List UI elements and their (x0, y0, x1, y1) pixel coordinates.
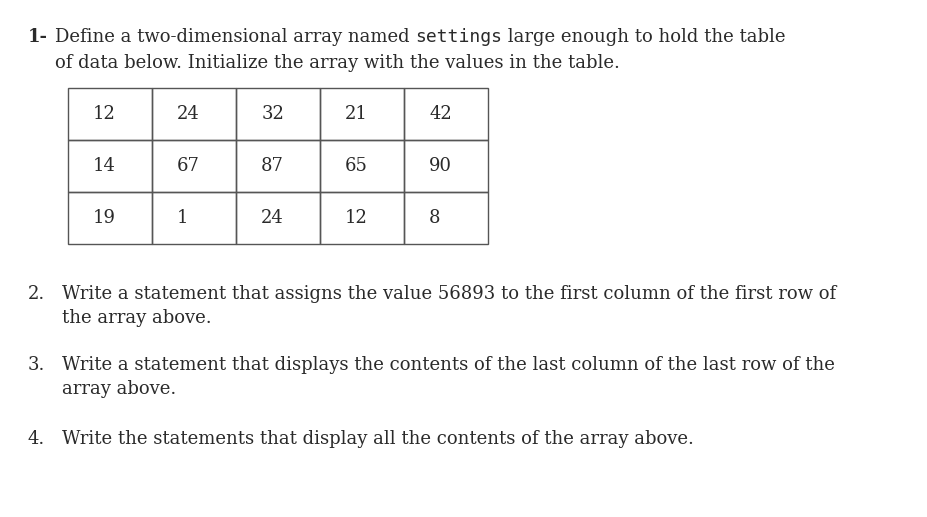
Text: 14: 14 (94, 157, 116, 175)
Text: 42: 42 (429, 105, 452, 123)
Bar (236, 88, 320, 140)
Text: 8: 8 (429, 209, 440, 227)
Text: large enough to hold the table: large enough to hold the table (502, 28, 786, 46)
Bar (68, 140, 152, 192)
Text: 65: 65 (345, 157, 368, 175)
Text: of data below. Initialize the array with the values in the table.: of data below. Initialize the array with… (55, 54, 620, 72)
Text: 12: 12 (94, 105, 116, 123)
Text: 87: 87 (261, 157, 284, 175)
Bar (152, 88, 236, 140)
Bar (320, 192, 404, 244)
Text: 2.: 2. (28, 285, 45, 303)
Text: 1-: 1- (28, 28, 48, 46)
Bar (236, 140, 320, 192)
Bar (320, 88, 404, 140)
Text: 21: 21 (345, 105, 368, 123)
Text: the array above.: the array above. (62, 309, 211, 327)
Bar (404, 140, 488, 192)
Bar (320, 140, 404, 192)
Text: 1: 1 (177, 209, 189, 227)
Bar (236, 192, 320, 244)
Text: 90: 90 (429, 157, 452, 175)
Text: 12: 12 (345, 209, 368, 227)
Bar (404, 192, 488, 244)
Text: 67: 67 (177, 157, 200, 175)
Text: 24: 24 (261, 209, 284, 227)
Text: Define a two-dimensional array named: Define a two-dimensional array named (55, 28, 415, 46)
Text: 32: 32 (261, 105, 284, 123)
Bar (68, 192, 152, 244)
Text: 24: 24 (177, 105, 200, 123)
Text: 4.: 4. (28, 430, 45, 448)
Text: 19: 19 (94, 209, 116, 227)
Text: Write a statement that assigns the value 56893 to the first column of the first : Write a statement that assigns the value… (62, 285, 836, 303)
Bar (152, 192, 236, 244)
Bar (152, 140, 236, 192)
Text: Write the statements that display all the contents of the array above.: Write the statements that display all th… (62, 430, 694, 448)
Text: array above.: array above. (62, 380, 176, 398)
Text: 3.: 3. (28, 356, 45, 374)
Text: Write a statement that displays the contents of the last column of the last row : Write a statement that displays the cont… (62, 356, 835, 374)
Bar (68, 88, 152, 140)
Text: settings: settings (415, 28, 502, 46)
Bar (404, 88, 488, 140)
